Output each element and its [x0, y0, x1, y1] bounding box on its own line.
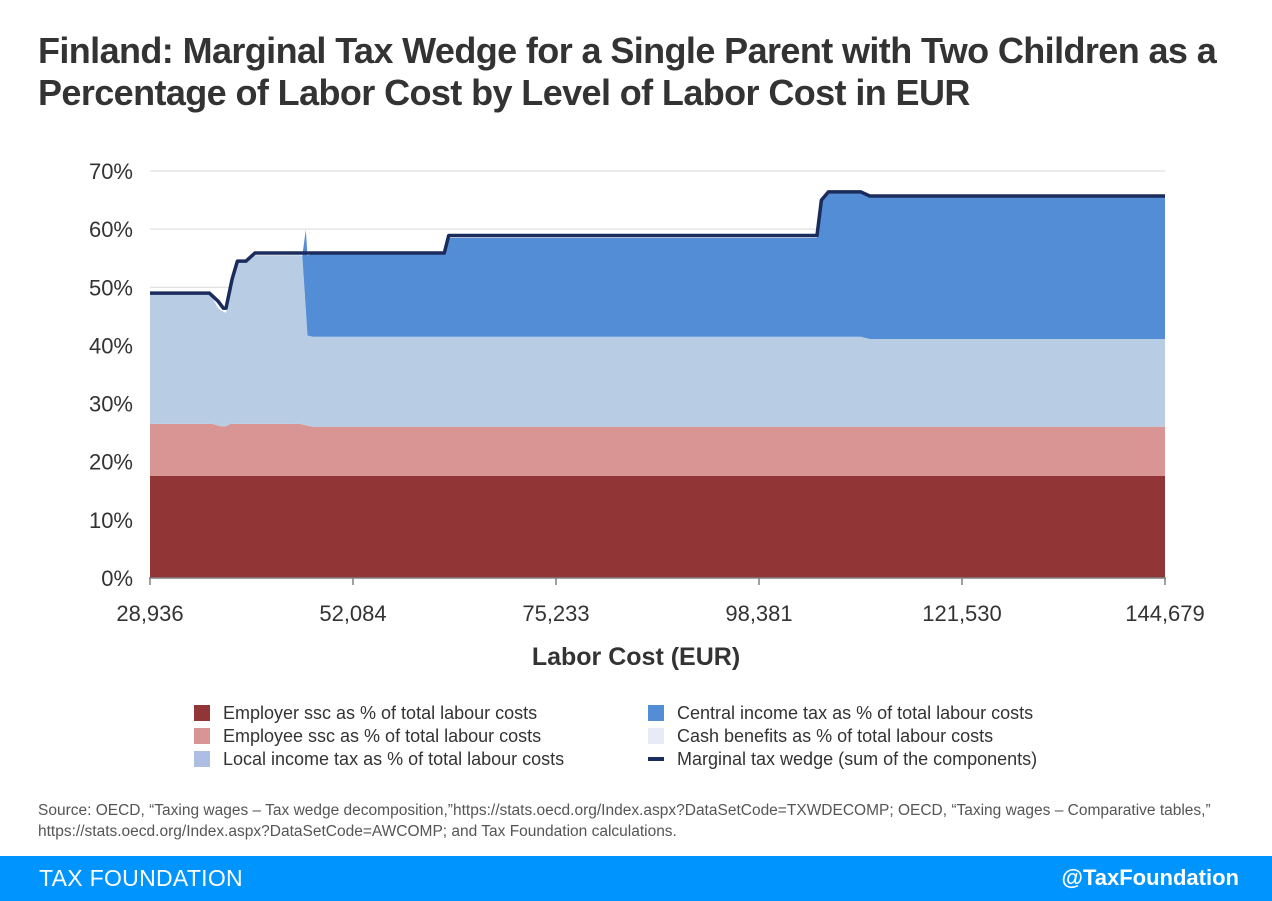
- source-note: Source: OECD, “Taxing wages – Tax wedge …: [38, 802, 1211, 840]
- y-tick-label: 70%: [89, 159, 133, 184]
- stacked-area-chart: 0% 10% 20% 30% 40% 50% 60% 70% 28,936 52,084 75,23…: [89, 159, 1205, 671]
- area-employee-ssc: [150, 423, 1165, 476]
- area-local-income-tax: [150, 255, 1165, 427]
- legend-swatch-marginal-tax-wedge: [648, 757, 664, 761]
- chart-title: Finland: Marginal Tax Wedge for a Single…: [38, 30, 1217, 113]
- y-tick-label: 20%: [89, 450, 133, 475]
- x-tick-label: 52,084: [319, 601, 386, 626]
- legend-label-employee-ssc: Employee ssc as % of total labour costs: [223, 726, 542, 746]
- x-tick-label: 75,233: [522, 601, 589, 626]
- footer-handle[interactable]: @TaxFoundation: [1061, 865, 1239, 890]
- legend-swatch-employer-ssc: [194, 705, 210, 721]
- y-tick-label: 50%: [89, 275, 133, 300]
- area-employer-ssc: [150, 475, 1165, 578]
- legend-swatch-central-income-tax: [648, 705, 664, 721]
- legend-swatch-cash-benefits: [648, 728, 664, 744]
- y-tick-label: 30%: [89, 392, 133, 417]
- x-tick-label: 121,530: [922, 601, 1002, 626]
- legend-label-employer-ssc: Employer ssc as % of total labour costs: [223, 703, 538, 723]
- y-tick-label: 0%: [101, 566, 133, 591]
- legend-label-marginal-tax-wedge: Marginal tax wedge (sum of the component…: [677, 749, 1038, 769]
- legend-swatch-local-income-tax: [194, 751, 210, 767]
- legend-label-local-income-tax: Local income tax as % of total labour co…: [223, 749, 565, 769]
- footer-brand: TAX FOUNDATION: [39, 865, 243, 891]
- line-marginal-tax-wedge: [150, 190, 1165, 310]
- x-tick-label: 28,936: [116, 601, 183, 626]
- y-tick-label: 40%: [89, 333, 133, 358]
- area-central-income-tax: [150, 192, 1165, 339]
- y-tick-label: 10%: [89, 508, 133, 533]
- legend-swatch-employee-ssc: [194, 728, 210, 744]
- x-tick-label: 98,381: [725, 601, 792, 626]
- footer-bar: TAX FOUNDATION @TaxFoundation: [0, 856, 1272, 901]
- x-axis-label: Labor Cost (EUR): [532, 643, 740, 671]
- legend-label-central-income-tax: Central income tax as % of total labour …: [677, 703, 1034, 723]
- x-tick-label: 144,679: [1125, 601, 1205, 626]
- y-tick-label: 60%: [89, 217, 133, 242]
- legend-label-cash-benefits: Cash benefits as % of total labour costs: [677, 726, 994, 746]
